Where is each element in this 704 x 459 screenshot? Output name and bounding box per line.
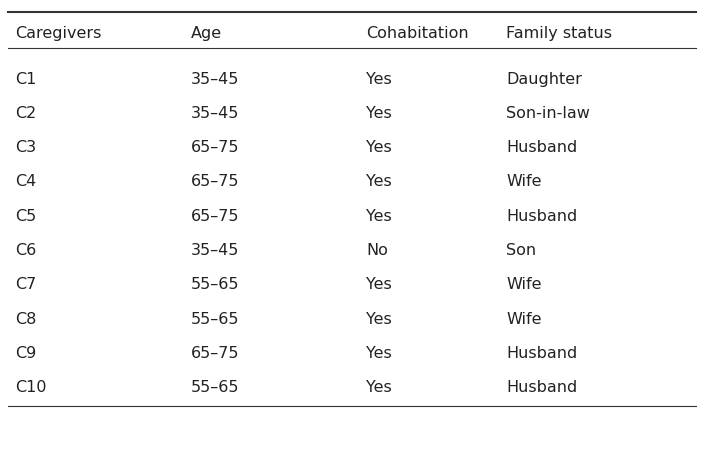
Text: 35–45: 35–45 — [191, 242, 239, 257]
Text: Age: Age — [191, 26, 222, 41]
Text: Wife: Wife — [506, 311, 542, 326]
Text: Husband: Husband — [506, 345, 577, 360]
Text: 65–75: 65–75 — [191, 208, 239, 223]
Text: No: No — [366, 242, 388, 257]
Text: Yes: Yes — [366, 72, 391, 86]
Text: Cohabitation: Cohabitation — [366, 26, 469, 41]
Text: 65–75: 65–75 — [191, 345, 239, 360]
Text: C5: C5 — [15, 208, 37, 223]
Text: Husband: Husband — [506, 380, 577, 394]
Text: Caregivers: Caregivers — [15, 26, 102, 41]
Text: Daughter: Daughter — [506, 72, 582, 86]
Text: Yes: Yes — [366, 140, 391, 155]
Text: Yes: Yes — [366, 208, 391, 223]
Text: Yes: Yes — [366, 106, 391, 121]
Text: 55–65: 55–65 — [191, 380, 239, 394]
Text: Husband: Husband — [506, 208, 577, 223]
Text: C10: C10 — [15, 380, 47, 394]
Text: 55–65: 55–65 — [191, 311, 239, 326]
Text: C8: C8 — [15, 311, 37, 326]
Text: C7: C7 — [15, 277, 37, 292]
Text: 65–75: 65–75 — [191, 140, 239, 155]
Text: 55–65: 55–65 — [191, 277, 239, 292]
Text: Yes: Yes — [366, 311, 391, 326]
Text: Son-in-law: Son-in-law — [506, 106, 590, 121]
Text: C1: C1 — [15, 72, 37, 86]
Text: Husband: Husband — [506, 140, 577, 155]
Text: Yes: Yes — [366, 345, 391, 360]
Text: Wife: Wife — [506, 174, 542, 189]
Text: 35–45: 35–45 — [191, 106, 239, 121]
Text: C6: C6 — [15, 242, 37, 257]
Text: Yes: Yes — [366, 380, 391, 394]
Text: Wife: Wife — [506, 277, 542, 292]
Text: C3: C3 — [15, 140, 37, 155]
Text: C9: C9 — [15, 345, 37, 360]
Text: C2: C2 — [15, 106, 37, 121]
Text: Yes: Yes — [366, 174, 391, 189]
Text: C4: C4 — [15, 174, 37, 189]
Text: Son: Son — [506, 242, 536, 257]
Text: 35–45: 35–45 — [191, 72, 239, 86]
Text: Family status: Family status — [506, 26, 612, 41]
Text: 65–75: 65–75 — [191, 174, 239, 189]
Text: Yes: Yes — [366, 277, 391, 292]
